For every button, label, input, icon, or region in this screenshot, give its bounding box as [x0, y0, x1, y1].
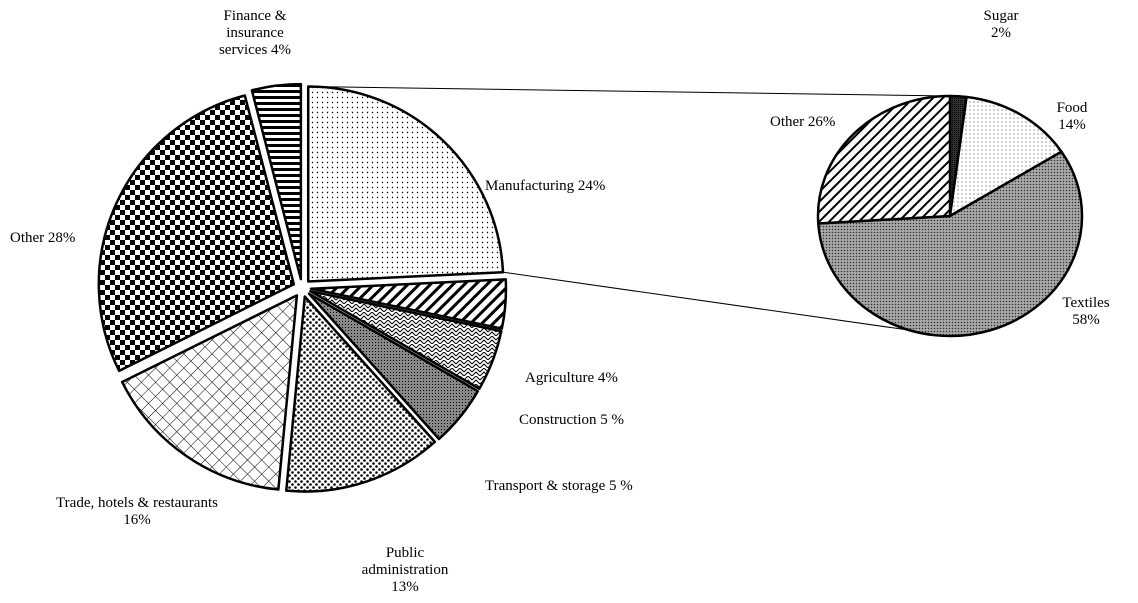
slice-label: Construction 5 % — [519, 412, 719, 429]
slice-label: Trade, hotels & restaurants 16% — [52, 495, 222, 529]
slice-label: Agriculture 4% — [525, 370, 725, 387]
category-label: Public administration — [361, 545, 449, 578]
slice-label: Public administration 13% — [350, 545, 460, 596]
value-label: 13% — [391, 579, 419, 595]
slice-label: Manufacturing 24% — [485, 178, 685, 195]
value-label: 5 % — [600, 412, 624, 428]
category-label: Agriculture — [525, 370, 595, 386]
pie-slice — [120, 294, 299, 491]
slice-label: Transport & storage 5 % — [485, 478, 725, 495]
pie-slice — [309, 289, 503, 390]
value-label: 4% — [271, 42, 292, 58]
connectors — [308, 85, 951, 337]
slice-label: Finance & insurance services 4% — [210, 8, 300, 59]
category-label: Construction — [519, 412, 597, 428]
value-label: 14% — [1058, 117, 1086, 133]
category-label: Finance & insurance services — [218, 8, 287, 58]
slice-label: Other 26% — [770, 114, 890, 131]
pie-slice — [817, 150, 1084, 338]
value-label: 4% — [597, 370, 618, 386]
category-label: Textiles — [1062, 295, 1110, 311]
connector-line — [502, 271, 951, 337]
slice-label: Food 14% — [1052, 100, 1092, 134]
category-label: Manufacturing — [485, 178, 575, 194]
category-label: Transport & storage — [485, 478, 606, 494]
value-label: 58% — [1072, 312, 1100, 328]
value-label: 26% — [807, 114, 836, 130]
value-label: 5 % — [609, 478, 633, 494]
pie-slice — [307, 292, 480, 441]
pie-slice — [285, 295, 437, 493]
slice-label: Textiles 58% — [1056, 295, 1116, 329]
value-label: 2% — [991, 25, 1011, 41]
category-label: Other — [10, 230, 45, 246]
category-label: Trade, hotels & restaurants — [56, 495, 218, 511]
slice-label: Sugar 2% — [976, 8, 1026, 42]
category-label: Sugar — [983, 8, 1019, 24]
value-label: 24% — [577, 178, 606, 194]
pie-slice — [250, 82, 303, 281]
value-label: 28% — [47, 230, 76, 246]
category-label: Food — [1056, 100, 1088, 116]
connector-line — [308, 85, 951, 97]
pie-slice — [309, 278, 508, 330]
value-label: 16% — [123, 512, 151, 528]
pie-slice — [948, 95, 1063, 218]
pie-slice — [816, 94, 952, 225]
category-label: Other — [770, 114, 805, 130]
pie-slice — [97, 94, 296, 373]
pie-slice — [306, 85, 505, 283]
slice-label: Other 28% — [10, 230, 210, 247]
